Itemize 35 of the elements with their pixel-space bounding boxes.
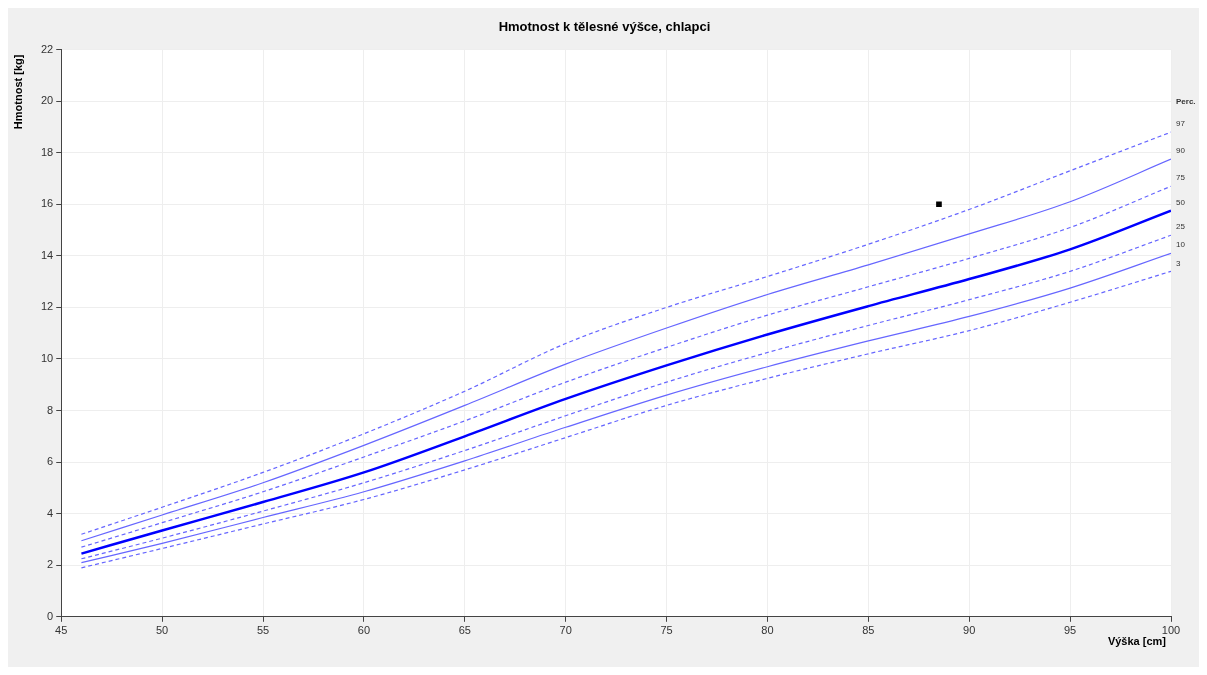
x-tick-label: 75	[660, 624, 673, 637]
legend-title: Perc.	[1176, 97, 1196, 107]
y-tick-label: 12	[40, 300, 54, 313]
x-tick-label: 100	[1161, 624, 1181, 637]
x-tick-label: 95	[1063, 624, 1077, 637]
x-tick-label: 55	[256, 624, 270, 637]
y-tick-label: 22	[40, 42, 54, 55]
y-tick-label: 20	[40, 94, 54, 107]
series-label: 97	[1176, 119, 1186, 129]
series-label: 25	[1176, 222, 1186, 232]
series-label: 75	[1176, 173, 1186, 183]
chart-title: Hmotnost k tělesné výšce, chlapci	[498, 19, 711, 35]
x-axis-title: Výška [cm]	[1107, 635, 1167, 648]
y-axis-title: Hmotnost [kg]	[12, 54, 25, 130]
y-tick-label: 16	[40, 197, 54, 210]
x-tick-label: 60	[357, 624, 371, 637]
y-tick-label: 14	[40, 248, 54, 261]
y-tick-label: 6	[47, 455, 54, 468]
y-tick-label: 8	[47, 403, 54, 416]
series-label: 90	[1176, 146, 1186, 156]
y-tick-label: 0	[47, 609, 54, 622]
x-tick-label: 85	[862, 624, 875, 637]
x-tick-label: 65	[458, 624, 471, 637]
series-label: 50	[1176, 197, 1186, 207]
series-label: 10	[1176, 240, 1186, 250]
y-tick-label: 4	[47, 506, 54, 519]
x-tick-label: 50	[156, 624, 169, 637]
y-tick-label: 10	[40, 352, 54, 365]
y-tick-label: 2	[47, 558, 54, 571]
y-tick-label: 18	[40, 145, 54, 158]
series-label: 3	[1176, 258, 1181, 268]
x-tick-label: 45	[55, 624, 68, 637]
x-tick-label: 70	[559, 624, 572, 637]
x-tick-label: 90	[963, 624, 976, 637]
x-tick-label: 80	[761, 624, 774, 637]
